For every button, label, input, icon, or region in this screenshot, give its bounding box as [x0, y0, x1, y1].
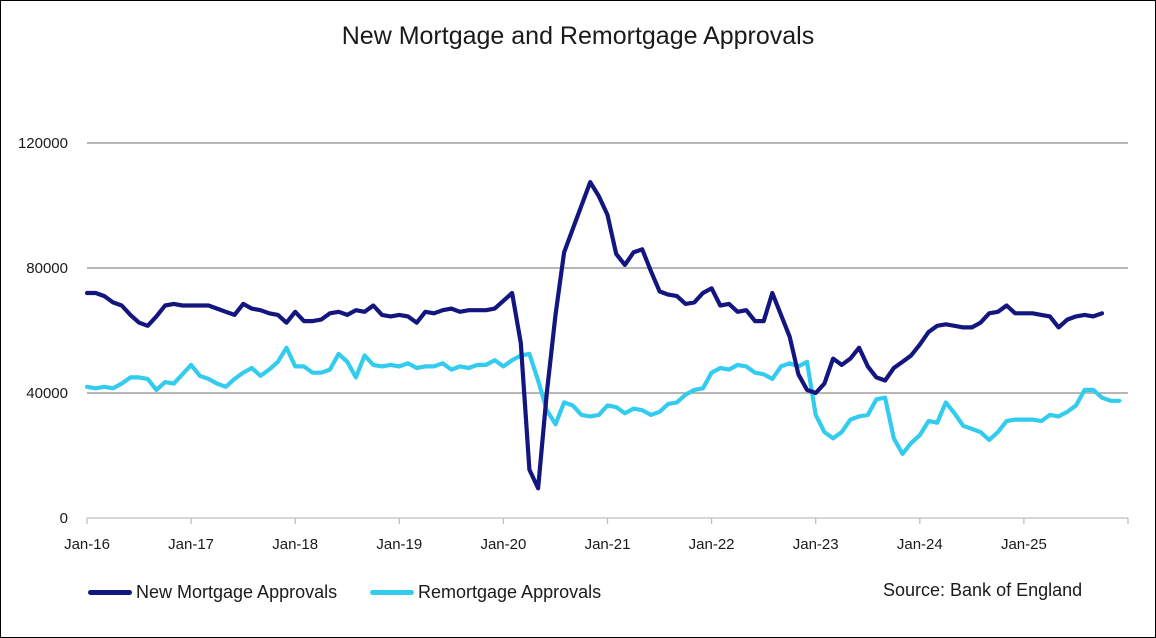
x-tick-label: Jan-22: [689, 536, 735, 553]
x-tick-label: Jan-17: [168, 536, 214, 553]
gridlines: [87, 142, 1128, 394]
series-lines: [84, 180, 1122, 491]
x-tick-label: Jan-21: [585, 536, 631, 553]
x-tick-label: Jan-16: [64, 536, 110, 553]
x-tick-label: Jan-20: [480, 536, 526, 553]
chart-title: New Mortgage and Remortgage Approvals: [341, 22, 815, 50]
y-tick-label: 80000: [26, 260, 68, 277]
x-tick-label: Jan-18: [272, 536, 318, 553]
x-tick-label: Jan-19: [376, 536, 422, 553]
y-tick-label: 120000: [18, 135, 68, 152]
y-axis-ticks: 0 40000 80000 120000: [18, 135, 68, 527]
series-line-new-mortgage-approvals: [84, 180, 1105, 491]
legend-swatch-new-mortgage: [88, 590, 132, 595]
source-note: Source: Bank of England: [883, 580, 1083, 600]
x-tick-label: Jan-23: [793, 536, 839, 553]
legend-label-remortgage: Remortgage Approvals: [418, 582, 602, 602]
series-line-remortgage-approvals: [84, 345, 1122, 456]
x-tick-label: Jan-24: [897, 536, 943, 553]
legend-label-new-mortgage: New Mortgage Approvals: [136, 582, 338, 602]
legend-swatch-remortgage: [370, 590, 414, 595]
legend-item-new-mortgage: New Mortgage Approvals: [88, 582, 337, 603]
y-tick-label: 40000: [26, 385, 68, 402]
x-axis: Jan-16 Jan-17 Jan-18 Jan-19 Jan-20 Jan-21 Jan-…: [64, 517, 1129, 553]
x-tick-label: Jan-25: [1001, 536, 1047, 553]
legend-item-remortgage: Remortgage Approvals: [370, 582, 601, 603]
y-tick-label: 0: [60, 510, 68, 527]
